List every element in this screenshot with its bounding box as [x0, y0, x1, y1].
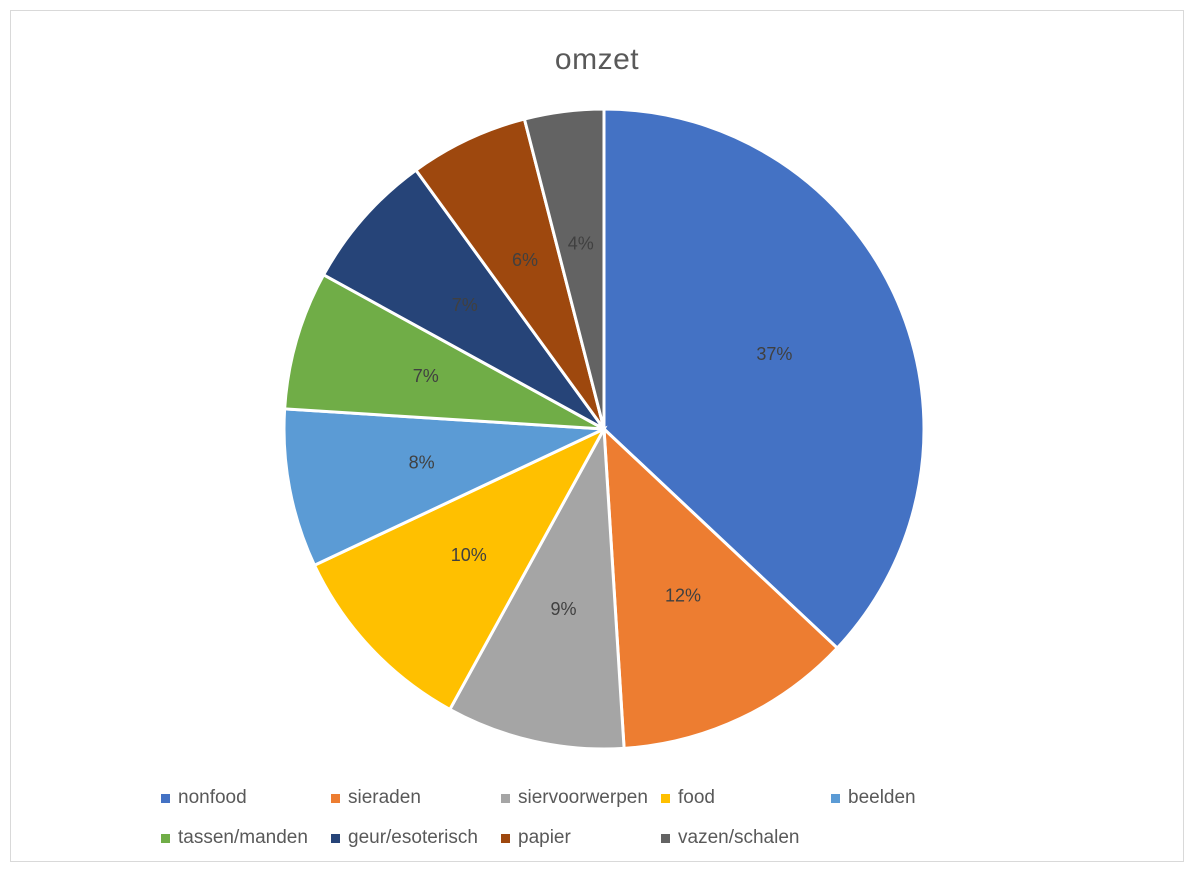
legend-label: vazen/schalen [678, 827, 800, 848]
pie-slice-sieraden [602, 425, 840, 750]
legend-label: siervoorwerpen [518, 787, 648, 808]
data-label-papier: 6% [512, 250, 538, 270]
pie-slice-tassen-manden [283, 272, 605, 431]
legend-label: food [678, 787, 715, 808]
data-label-geur-esoterisch: 7% [452, 295, 478, 315]
pie-slice-beelden [282, 407, 605, 568]
legend-label: beelden [848, 787, 916, 808]
legend-item-sieraden: sieraden [331, 787, 501, 809]
legend-item-papier: papier [501, 827, 661, 849]
legend-item-vazen-schalen: vazen/schalen [661, 827, 831, 849]
data-label-nonfood: 37% [756, 344, 792, 364]
legend-swatch [161, 833, 170, 843]
data-label-vazen-schalen: 4% [568, 234, 594, 254]
pie-slice-food [312, 425, 608, 712]
data-label-siervoorwerpen: 9% [551, 599, 577, 619]
legend-swatch [661, 793, 670, 803]
legend-swatch [331, 793, 340, 803]
legend-swatch [161, 793, 170, 803]
pie-chart: 37% 12% 9% 10% 8% 7% 7% 6% 4% [282, 107, 926, 751]
pie-slice-siervoorwerpen [447, 423, 626, 751]
legend-item-tassen-manden: tassen/manden [161, 827, 331, 849]
legend-swatch [501, 793, 510, 803]
legend-item-siervoorwerpen: siervoorwerpen [501, 787, 661, 809]
legend-label: sieraden [348, 787, 421, 808]
pie-slice-vazen-schalen [522, 107, 606, 430]
data-label-sieraden: 12% [665, 586, 701, 606]
pie-slice-papier [413, 117, 606, 430]
legend-label: tassen/manden [178, 827, 308, 848]
pie-slice-geur-esoterisch [321, 168, 606, 431]
legend-swatch [501, 833, 510, 843]
legend-swatch [831, 793, 840, 803]
legend-label: papier [518, 827, 571, 848]
chart-legend: nonfood sieraden siervoorwerpen food beelden… [161, 787, 1061, 849]
data-label-food: 10% [451, 545, 487, 565]
legend-item-beelden: beelden [831, 787, 991, 809]
legend-label: nonfood [178, 787, 247, 808]
legend-swatch [331, 833, 340, 843]
chart-area: omzet 37% 12% 9% 10% 8% 7% 7% 6% 4% nonfood siera… [10, 10, 1184, 862]
data-label-beelden: 8% [409, 453, 435, 473]
legend-label: geur/esoterisch [348, 827, 478, 848]
legend-item-nonfood: nonfood [161, 787, 331, 809]
legend-item-food: food [661, 787, 831, 809]
data-label-tassen-manden: 7% [413, 366, 439, 386]
legend-swatch [661, 833, 670, 843]
legend-item-geur-esoterisch: geur/esoterisch [331, 827, 501, 849]
chart-title: omzet [554, 43, 640, 76]
pie-slice-nonfood [602, 107, 926, 651]
